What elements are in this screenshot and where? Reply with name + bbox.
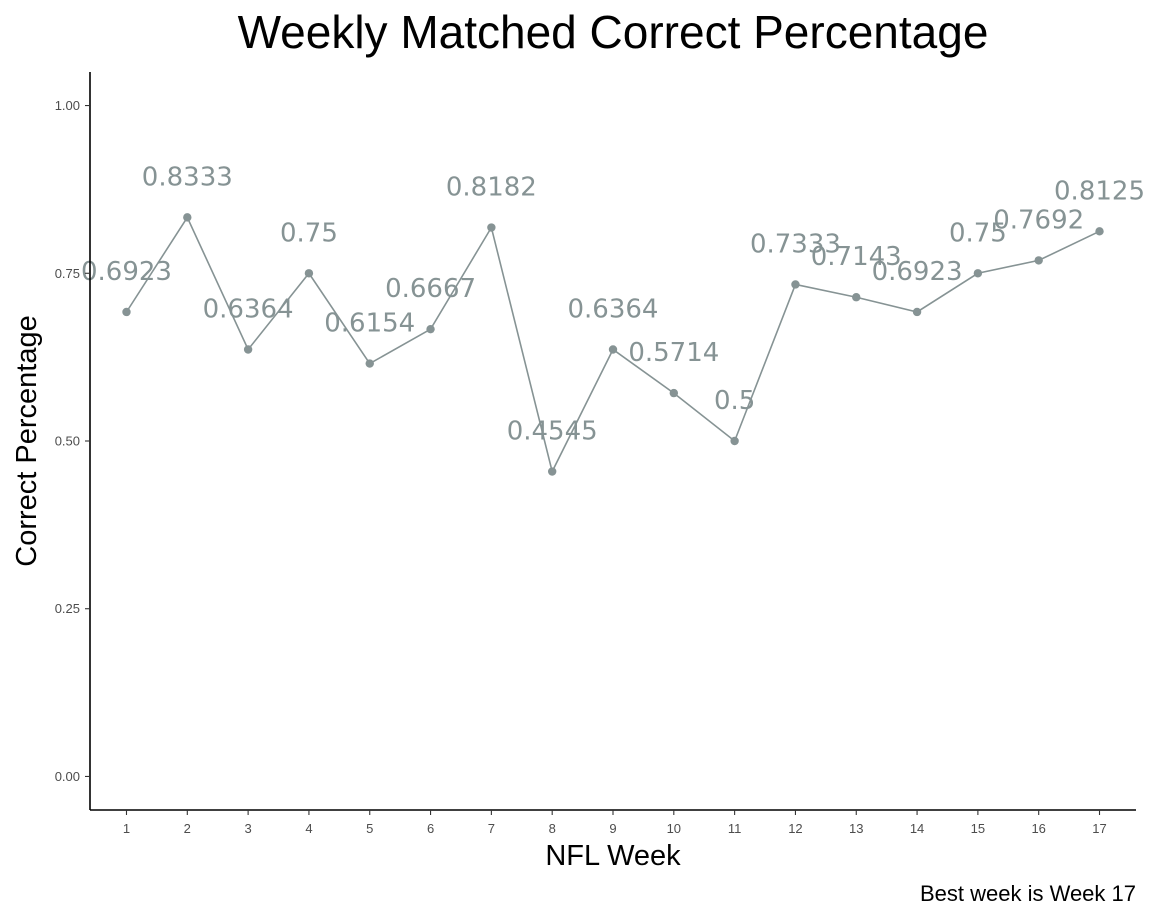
data-point [973,269,983,278]
data-label: 0.6154 [324,309,415,339]
x-tick-label: 15 [971,821,985,836]
data-point [1095,227,1104,236]
x-tick-label: 4 [305,821,312,836]
data-label: 0.6364 [203,294,294,324]
data-label: 0.8182 [446,173,537,203]
chart-caption: Best week is Week 17 [920,881,1136,906]
x-tick-label: 10 [667,821,681,836]
x-tick-label: 9 [609,821,616,836]
y-tick-label: 0.25 [55,601,80,616]
y-tick-label: 0.00 [55,769,80,784]
data-point [365,359,374,368]
plot-area: 0.6923 0.8333 0.6364 0.75 0.6154 0.6667 0.8182… [81,162,1145,476]
data-point [912,307,922,317]
data-point [487,223,496,232]
data-label: 0.8333 [142,162,233,192]
data-point [791,280,800,289]
data-label: 0.6923 [872,257,963,287]
y-tick-label: 0.50 [55,434,80,449]
data-point [669,388,679,398]
x-axis-title: NFL Week [545,840,681,872]
x-tick-label: 8 [549,821,556,836]
x-tick-label: 13 [849,821,863,836]
data-point [852,293,861,302]
data-label: 0.7692 [993,205,1084,235]
chart-title: Weekly Matched Correct Percentage [238,6,989,58]
data-label: 0.5714 [628,338,719,368]
data-label: 0.5 [714,386,755,416]
x-tick-label: 1 [123,821,130,836]
x-tick-label: 11 [728,821,742,836]
x-tick-label: 12 [788,821,802,836]
data-point [243,345,253,354]
data-point [304,269,314,278]
x-tick-label: 2 [184,821,191,836]
data-label: 0.6923 [81,257,172,287]
x-tick-label: 5 [366,821,373,836]
data-label: 0.4545 [507,417,598,447]
data-label: 0.6667 [385,274,476,304]
data-label: 0.75 [280,218,338,248]
y-axis-ticks: 0.00 0.25 0.50 0.75 1.00 [55,98,90,784]
x-tick-label: 16 [1031,821,1045,836]
y-tick-label: 0.75 [55,266,80,281]
x-tick-label: 7 [488,821,495,836]
data-point [547,467,557,476]
data-point [608,345,618,354]
data-label: 0.7333 [750,229,841,259]
y-tick-label: 1.00 [55,98,80,113]
x-tick-label: 17 [1092,821,1106,836]
data-label: 0.75 [949,218,1007,248]
data-point [1034,256,1043,265]
data-point [122,307,131,317]
data-label: 0.8125 [1054,176,1145,206]
data-label: 0.6364 [568,294,659,324]
x-tick-label: 14 [910,821,924,836]
data-point [426,324,435,334]
y-axis-title: Correct Percentage [11,315,43,566]
data-point [183,213,192,222]
x-axis-ticks: 1 2 3 4 5 6 7 8 9 10 11 12 13 14 15 16 17 [123,810,1107,836]
x-tick-label: 3 [244,821,251,836]
x-tick-label: 6 [427,821,434,836]
series-line [125,215,1100,474]
data-label: 0.7143 [811,242,902,272]
data-point [730,436,739,446]
